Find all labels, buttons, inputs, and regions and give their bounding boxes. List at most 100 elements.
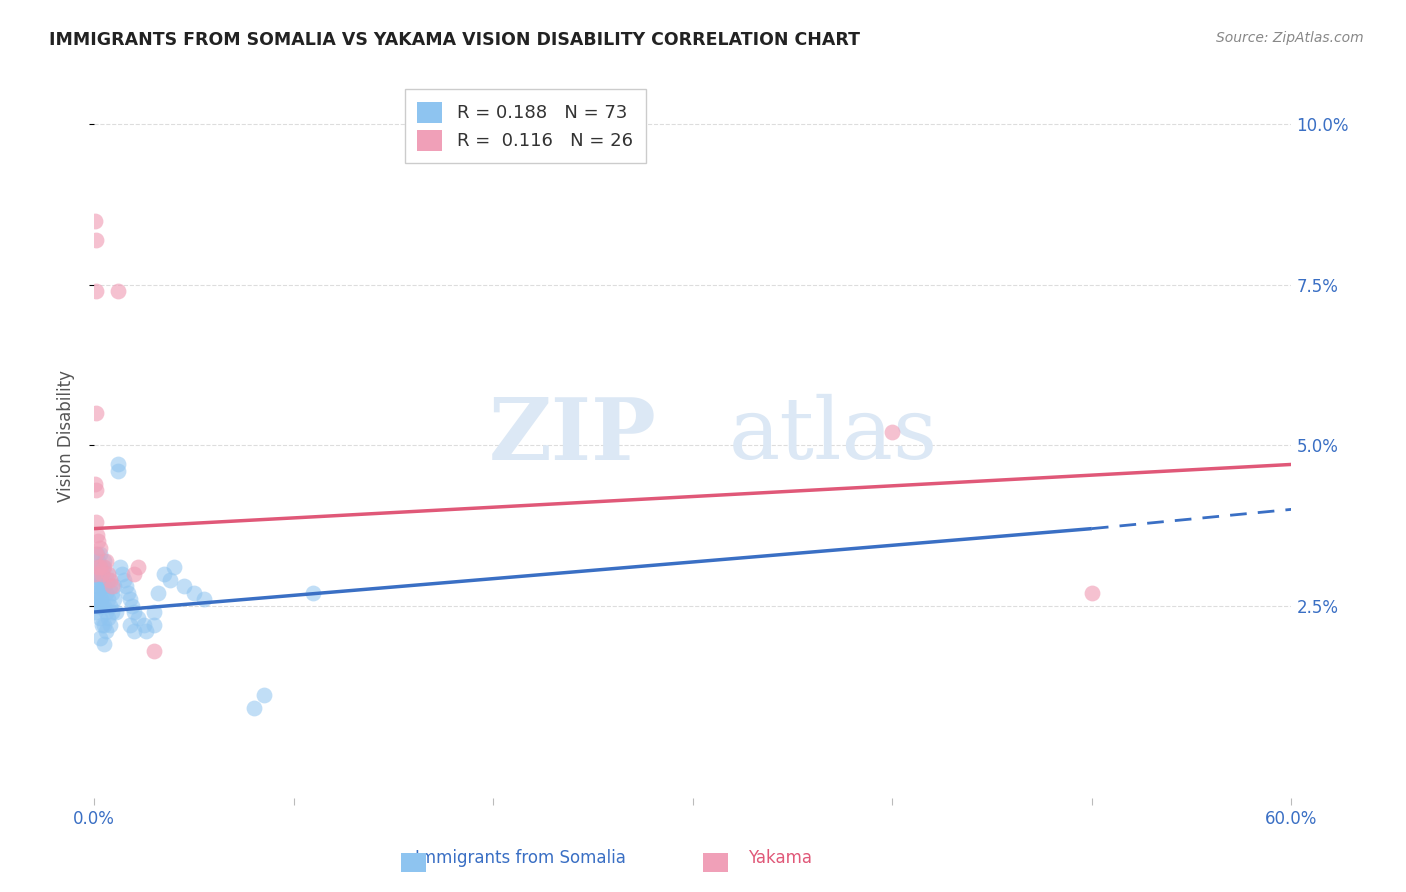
Point xyxy=(98,573,121,587)
Point xyxy=(84,213,107,227)
Point xyxy=(97,566,120,581)
Point xyxy=(84,483,107,497)
Text: Yakama: Yakama xyxy=(748,849,813,867)
Point xyxy=(90,573,112,587)
Point xyxy=(97,592,120,607)
Point xyxy=(84,233,107,247)
Point xyxy=(87,534,110,549)
Point xyxy=(135,624,157,639)
Point xyxy=(101,579,124,593)
Point xyxy=(87,566,110,581)
Point xyxy=(101,605,124,619)
Point xyxy=(159,573,181,587)
Point xyxy=(122,624,145,639)
Point xyxy=(91,560,114,574)
Point xyxy=(127,560,149,574)
Text: IMMIGRANTS FROM SOMALIA VS YAKAMA VISION DISABILITY CORRELATION CHART: IMMIGRANTS FROM SOMALIA VS YAKAMA VISION… xyxy=(49,31,860,49)
Point xyxy=(173,579,195,593)
Point xyxy=(127,611,149,625)
Point xyxy=(87,573,110,587)
Point xyxy=(107,464,129,478)
Point xyxy=(108,560,131,574)
Point xyxy=(87,560,110,574)
Text: Immigrants from Somalia: Immigrants from Somalia xyxy=(415,849,626,867)
Point xyxy=(87,599,110,613)
Point xyxy=(94,566,117,581)
Point xyxy=(103,579,125,593)
Point xyxy=(142,643,165,657)
Point xyxy=(112,573,135,587)
Text: Source: ZipAtlas.com: Source: ZipAtlas.com xyxy=(1216,31,1364,45)
Point xyxy=(121,599,143,613)
Point xyxy=(87,579,110,593)
Point xyxy=(242,701,264,715)
Point xyxy=(84,476,107,491)
Point xyxy=(142,605,165,619)
Point xyxy=(93,560,115,574)
Point xyxy=(98,599,121,613)
Point xyxy=(122,605,145,619)
Point xyxy=(84,547,107,561)
Point xyxy=(90,566,112,581)
Point xyxy=(86,528,108,542)
Point xyxy=(118,618,141,632)
Point xyxy=(132,618,155,632)
Point xyxy=(89,547,111,561)
Point xyxy=(94,605,117,619)
Point xyxy=(84,605,107,619)
Point xyxy=(152,566,174,581)
Point xyxy=(104,605,127,619)
Point xyxy=(118,592,141,607)
Point xyxy=(84,592,107,607)
Point xyxy=(94,554,117,568)
Point xyxy=(94,586,117,600)
Point xyxy=(86,566,108,581)
Point xyxy=(107,458,129,472)
Point xyxy=(90,618,112,632)
Point xyxy=(87,592,110,607)
Point xyxy=(84,579,107,593)
Point xyxy=(97,611,120,625)
Point xyxy=(93,599,115,613)
Point xyxy=(98,579,121,593)
Point xyxy=(193,592,215,607)
Point xyxy=(107,284,129,298)
Point xyxy=(89,611,111,625)
Point xyxy=(882,425,904,440)
Point xyxy=(97,573,120,587)
Point xyxy=(117,586,139,600)
Point xyxy=(84,406,107,420)
Point xyxy=(101,586,124,600)
Point xyxy=(93,618,115,632)
Legend: R = 0.188   N = 73, R =  0.116   N = 26: R = 0.188 N = 73, R = 0.116 N = 26 xyxy=(405,89,645,163)
Point xyxy=(90,599,112,613)
Point xyxy=(89,586,111,600)
Point xyxy=(183,586,205,600)
Point xyxy=(89,560,111,574)
Point xyxy=(89,541,111,555)
Point xyxy=(84,515,107,529)
Point xyxy=(115,579,138,593)
Point xyxy=(1081,586,1104,600)
Point xyxy=(111,566,134,581)
Point xyxy=(87,560,110,574)
Point xyxy=(89,560,111,574)
Text: ZIP: ZIP xyxy=(489,393,657,477)
Point xyxy=(103,592,125,607)
Point xyxy=(84,284,107,298)
Point xyxy=(90,592,112,607)
Text: atlas: atlas xyxy=(728,394,938,477)
Point xyxy=(87,554,110,568)
Point xyxy=(252,689,274,703)
Point xyxy=(146,586,169,600)
Point xyxy=(302,586,325,600)
Point xyxy=(93,579,115,593)
Point xyxy=(90,579,112,593)
Point xyxy=(163,560,186,574)
Point xyxy=(86,547,108,561)
Y-axis label: Vision Disability: Vision Disability xyxy=(58,369,75,501)
Point xyxy=(90,566,112,581)
Point xyxy=(142,618,165,632)
Point xyxy=(93,554,115,568)
Point xyxy=(98,618,121,632)
